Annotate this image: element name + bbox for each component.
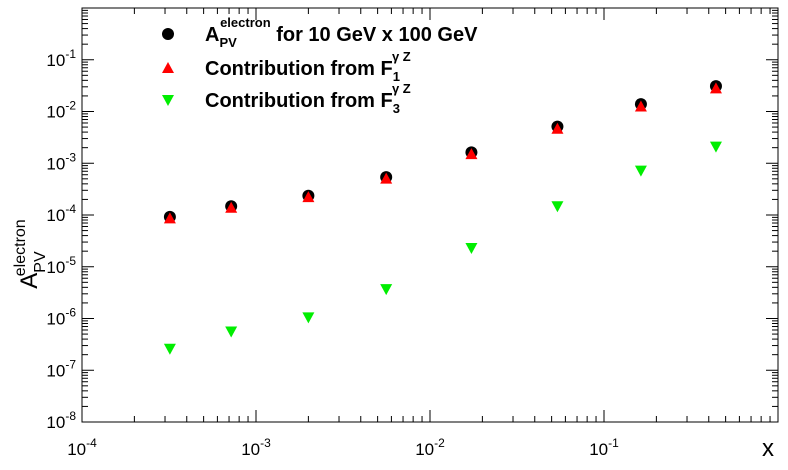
x-tick-label-exp: -1: [608, 436, 619, 450]
y-tick-label-exp: -8: [65, 409, 76, 423]
y-tick-label-exp: -7: [65, 357, 76, 371]
y-tick-label: 10-3: [46, 150, 76, 173]
f3-contribution-point: [302, 312, 315, 324]
y-axis-label-sub: PV: [32, 251, 49, 273]
legend-item-f3-sub: 3: [393, 101, 400, 116]
y-tick-label-base: 10: [46, 361, 65, 380]
x-tick-label-exp: -4: [86, 436, 97, 450]
y-tick-label: 10-7: [46, 357, 76, 380]
y-tick-label-exp: -3: [65, 150, 76, 164]
y-tick-label-base: 10: [46, 310, 65, 329]
f1-contribution-point: [302, 191, 315, 203]
y-tick-label-exp: -6: [65, 306, 76, 320]
f1-contribution-point: [709, 82, 722, 94]
y-axis-label-base: A: [16, 273, 43, 289]
legend-item-asymmetry-tail: for 10 GeV x 100 GeV: [271, 24, 478, 46]
y-tick-label: 10-5: [46, 254, 76, 277]
f1-contribution-point: [380, 172, 393, 184]
f3-contribution-point: [163, 343, 176, 355]
data-points: [163, 80, 722, 355]
x-tick-label-base: 10: [67, 440, 86, 459]
legend-item-f1-base: Contribution from F: [205, 58, 393, 80]
legend-item-asymmetry-label: APV electron for 10 GeV x 100 GeV: [205, 15, 478, 50]
plot-border: [81, 7, 779, 423]
x-tick-label-exp: -3: [260, 436, 271, 450]
f1-contribution-point: [163, 212, 176, 224]
y-tick-label-base: 10: [46, 206, 65, 225]
legend-item-asymmetry-sup: electron: [220, 15, 271, 30]
f1-contribution-point: [551, 122, 564, 134]
x-axis-label: x: [762, 435, 774, 462]
axis-ticks: [81, 7, 779, 423]
y-tick-label-exp: -2: [65, 99, 76, 113]
f3-contribution-point: [380, 284, 393, 296]
y-tick-label-base: 10: [46, 154, 65, 173]
x-tick-label-exp: -2: [434, 436, 445, 450]
x-tick-label-base: 10: [589, 440, 608, 459]
y-axis-label-sup: electron: [12, 219, 29, 276]
f3-contribution-point: [551, 201, 564, 213]
y-tick-label-base: 10: [46, 258, 65, 277]
legend-item-f1-marker: [162, 62, 174, 73]
y-tick-label-base: 10: [46, 413, 65, 432]
legend-item-f1-sup: γ Z: [392, 49, 411, 64]
f1-contribution-point: [465, 148, 478, 160]
f1-contribution-point: [225, 201, 238, 213]
y-tick-label-base: 10: [46, 51, 65, 70]
y-tick-label: 10-8: [46, 409, 76, 432]
y-tick-label-base: 10: [46, 103, 65, 122]
f3-contribution-point: [225, 326, 238, 338]
legend: APV electron for 10 GeV x 100 GeV Contribu…: [162, 15, 478, 116]
y-tick-label-exp: -1: [65, 47, 76, 61]
legend-item-asymmetry-marker: [162, 28, 174, 40]
x-tick-label: 10-2: [415, 436, 445, 459]
y-tick-label-exp: -5: [65, 254, 76, 268]
plot-frame: [81, 7, 779, 423]
legend-item-f1-label: Contribution from F1 γ Z: [205, 49, 411, 84]
y-tick-label: 10-1: [46, 47, 76, 70]
legend-item-asymmetry-base: A: [205, 24, 219, 46]
tick-labels: 10-4 10-3 10-2 10-110-810-710-610-510-410-3…: [46, 47, 619, 459]
legend-item-asymmetry-sub: PV: [219, 35, 237, 50]
y-tick-label: 10-2: [46, 99, 76, 122]
x-tick-label-base: 10: [241, 440, 260, 459]
legend-item-f3-label: Contribution from F3 γ Z: [205, 81, 411, 116]
y-tick-label-exp: -4: [65, 202, 76, 216]
x-tick-label: 10-1: [589, 436, 619, 459]
y-tick-label: 10-6: [46, 306, 76, 329]
y-tick-label: 10-4: [46, 202, 76, 225]
f3-contribution-point: [465, 243, 478, 255]
f1-contribution-point: [634, 100, 647, 112]
legend-item-f1-sub: 1: [393, 69, 400, 84]
f3-contribution-point: [709, 141, 722, 153]
x-tick-label: 10-4: [67, 436, 97, 459]
legend-item-f3-base: Contribution from F: [205, 90, 393, 112]
legend-item-f3-marker: [162, 95, 174, 106]
legend-item-f3-sup: γ Z: [392, 81, 411, 96]
x-tick-label-base: 10: [415, 440, 434, 459]
x-tick-label: 10-3: [241, 436, 271, 459]
y-axis-label: APVelectron: [12, 219, 49, 288]
f3-contribution-point: [634, 165, 647, 177]
